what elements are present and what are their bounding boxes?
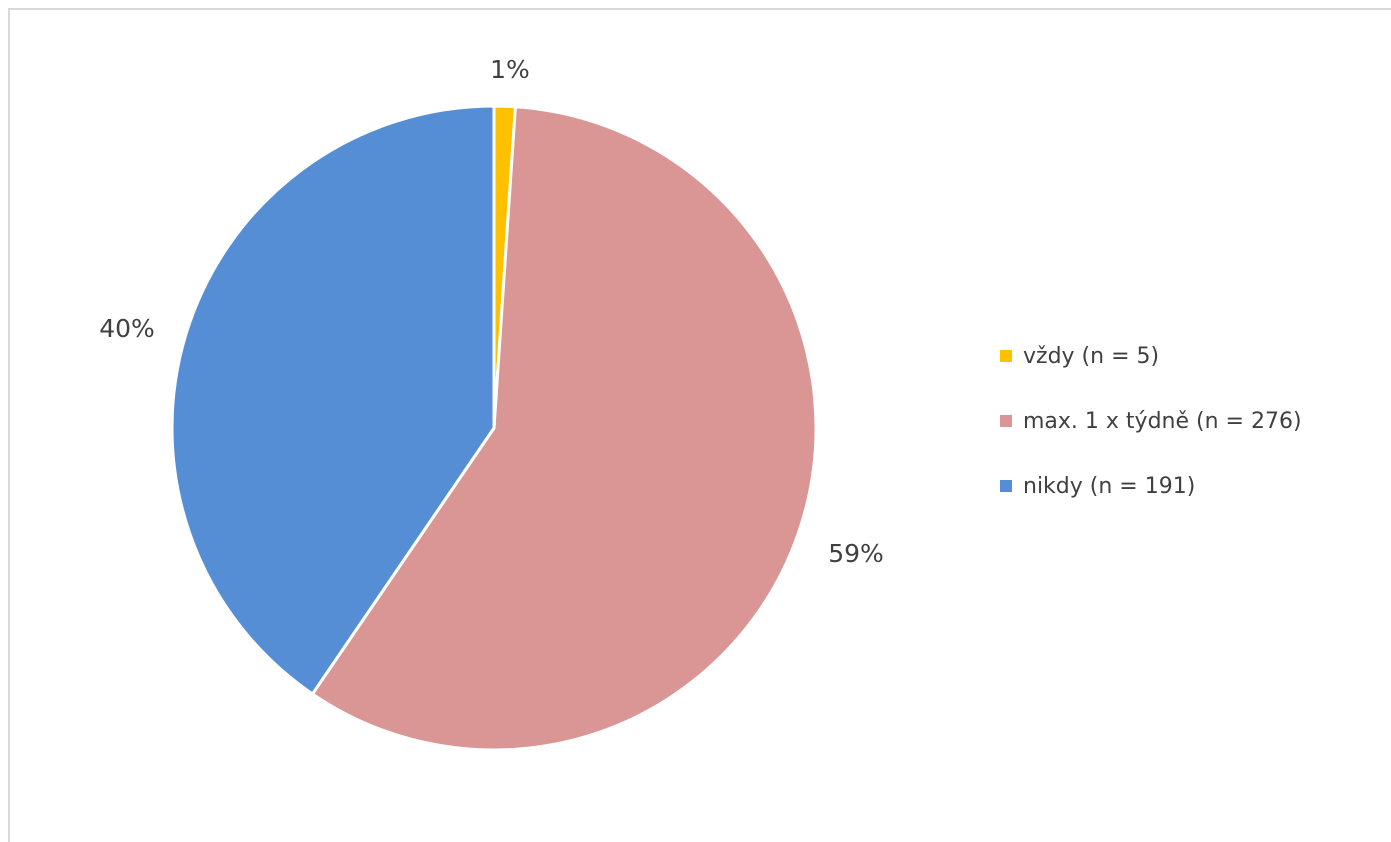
legend-swatch-2 (1000, 480, 1012, 492)
pie-slices (170, 104, 818, 752)
data-label-0: 1% (490, 55, 530, 84)
legend-swatch-0 (1000, 350, 1012, 362)
legend-label-0: vždy (n = 5) (1023, 343, 1160, 369)
pie-slice-1 (310, 105, 818, 752)
legend-swatch-1 (1000, 415, 1012, 427)
pie-data-labels: 1% 59% 40% (99, 55, 884, 568)
data-label-1: 59% (828, 539, 884, 568)
pie-slice-2 (170, 104, 496, 696)
legend-label-2: nikdy (n = 191) (1023, 473, 1196, 499)
legend-item-1: max. 1 x týdně (n = 276) (1000, 408, 1302, 434)
legend-item-2: nikdy (n = 191) (1000, 473, 1302, 499)
legend-label-1: max. 1 x týdně (n = 276) (1023, 408, 1302, 434)
chart-legend: vždy (n = 5) max. 1 x týdně (n = 276) nikd… (1000, 343, 1302, 538)
data-label-2: 40% (99, 314, 155, 343)
legend-item-0: vždy (n = 5) (1000, 343, 1302, 369)
